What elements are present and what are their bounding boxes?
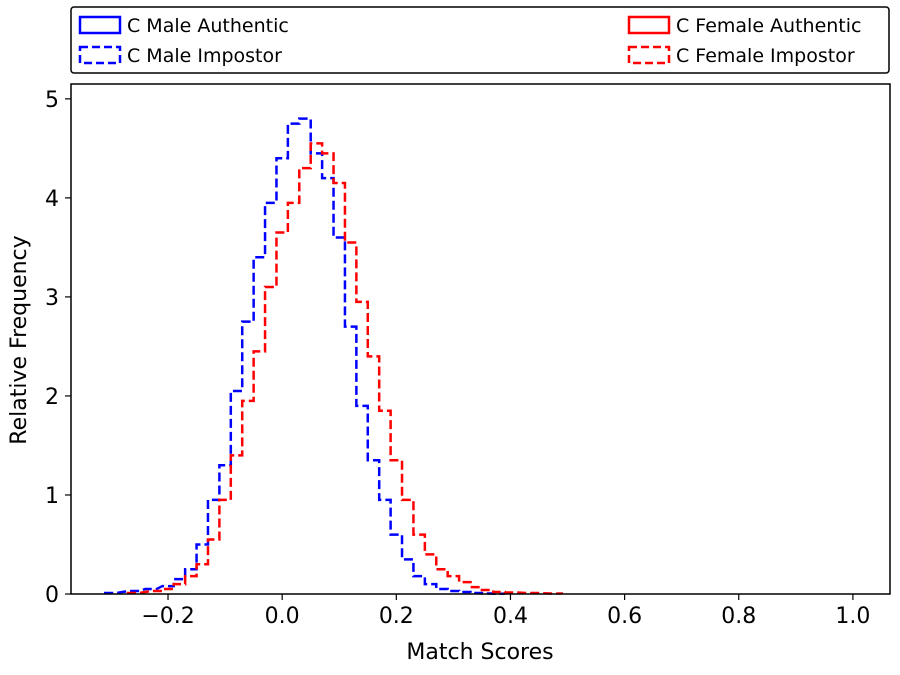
legend-handle [627,45,671,65]
y-tick-label: 3 [45,286,59,311]
legend-label: C Male Authentic [127,15,289,37]
x-tick-label: 0.0 [265,604,300,629]
x-tick-label: 0.6 [607,604,642,629]
plot-frame [70,83,891,595]
legend-handle [627,15,671,35]
x-tick-label: 1.0 [835,604,870,629]
x-tick-label: 0.8 [721,604,756,629]
x-axis-label: Match Scores [406,640,553,665]
x-tick-label: 0.2 [379,604,414,629]
plot-area [103,117,564,596]
y-tick-label: 1 [45,484,59,509]
y-axis-label: Relative Frequency [7,235,32,444]
series-line-male-impostor [103,117,507,596]
legend-label: C Female Impostor [676,45,855,67]
y-tick-label: 5 [45,88,59,113]
legend-label: C Female Authentic [676,15,861,37]
axes: −0.2 0.0 0.2 0.4 0.6 0.8 1.0 0 1 2 3 4 5 [45,83,891,629]
legend: C Male Authentic C Male Impostor C Female … [70,6,890,74]
y-tick-label: 4 [45,187,59,212]
x-tick-label: 0.4 [493,604,528,629]
x-tick-label: −0.2 [141,604,194,629]
series-line-female-impostor [126,142,564,595]
legend-handle [78,15,122,35]
legend-handle [78,45,122,65]
legend-label: C Male Impostor [127,45,282,67]
y-tick-label: 2 [45,385,59,410]
y-tick-label: 0 [45,583,59,608]
legend-box [70,6,890,74]
